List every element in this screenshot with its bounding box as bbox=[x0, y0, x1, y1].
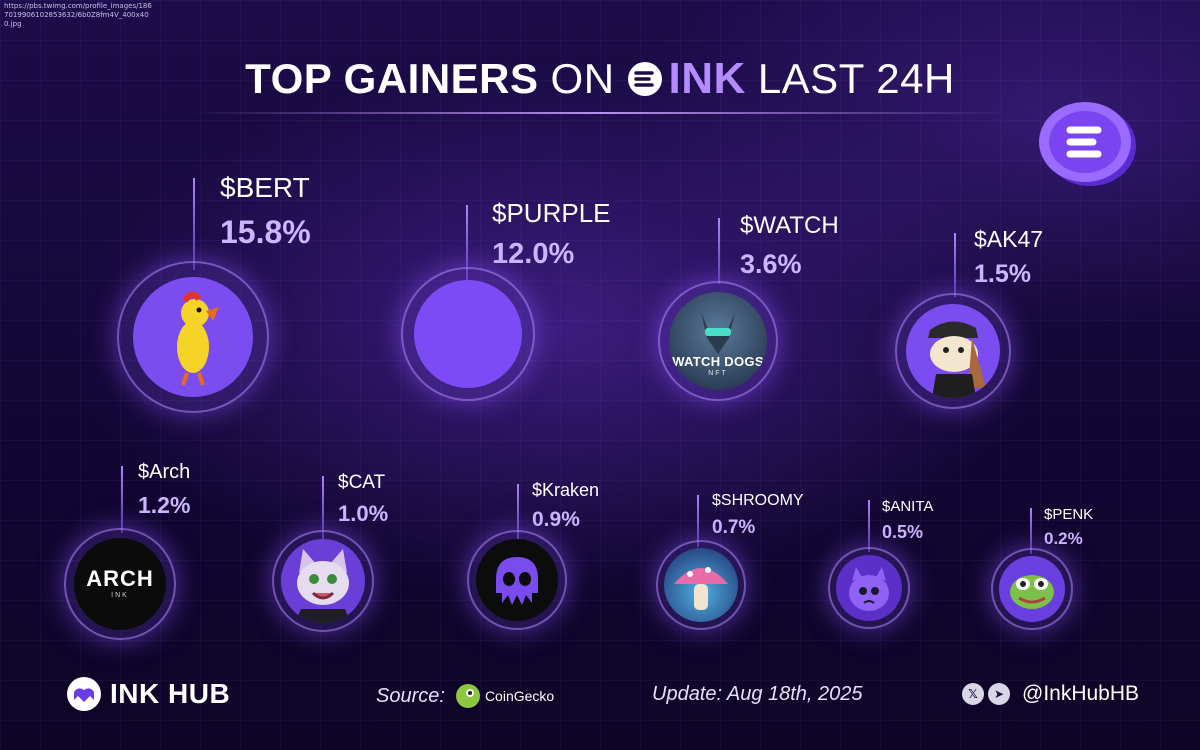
token-change: 15.8% bbox=[220, 214, 311, 250]
update-date: Update: Aug 18th, 2025 bbox=[652, 683, 863, 705]
social-links: 𝕏 ➤ @InkHubHB bbox=[962, 682, 1139, 706]
watch-dogs-icon: WATCH DOGS NFT bbox=[669, 292, 767, 390]
social-handle[interactable]: @InkHubHB bbox=[1022, 682, 1140, 705]
title-part-1: TOP GAINERS bbox=[245, 55, 539, 102]
ink-coin-icon bbox=[1039, 102, 1136, 186]
token-change: 3.6% bbox=[740, 249, 802, 279]
token-stem bbox=[517, 484, 519, 542]
token-stem bbox=[718, 218, 720, 284]
token-symbol: $ANITA bbox=[882, 498, 934, 515]
watch-dogs-logo-text: WATCH DOGS bbox=[672, 354, 764, 369]
watch-dogs-logo-subtext: NFT bbox=[708, 370, 728, 377]
token-change: 0.9% bbox=[532, 508, 580, 531]
token-symbol: $Arch bbox=[138, 461, 191, 483]
coingecko-name: CoinGecko bbox=[484, 688, 555, 704]
skull-icon bbox=[476, 539, 558, 621]
arch-logo-icon: ARCH INK bbox=[74, 538, 166, 630]
title-divider bbox=[190, 112, 1010, 114]
token-symbol: $CAT bbox=[338, 472, 386, 493]
x-icon[interactable]: 𝕏 bbox=[962, 683, 984, 705]
arch-logo-text: ARCH bbox=[86, 566, 154, 591]
coingecko-brand: CoinGecko bbox=[455, 683, 554, 709]
arch-logo-subtext: INK bbox=[111, 592, 129, 599]
token-stem bbox=[322, 476, 324, 539]
ink-logo-icon bbox=[627, 62, 662, 96]
ink-hub-brand: INK HUB bbox=[66, 676, 230, 712]
mushroom-icon bbox=[664, 548, 738, 622]
token-change: 0.5% bbox=[882, 522, 924, 542]
rubber-chicken-icon bbox=[133, 277, 253, 397]
token-stem bbox=[193, 178, 195, 270]
title-part-3: LAST 24H bbox=[757, 55, 955, 102]
token-symbol: $PURPLE bbox=[492, 198, 611, 228]
page-title: TOP GAINERS ON INK LAST 24H bbox=[0, 52, 1200, 106]
token-stem bbox=[954, 233, 956, 297]
token-change: 1.0% bbox=[338, 501, 389, 526]
coingecko-icon bbox=[455, 684, 480, 708]
token-change: 1.2% bbox=[138, 492, 191, 518]
token-symbol: $Kraken bbox=[532, 480, 600, 500]
image-url-text: https://pbs.twimg.com/profile_images/186… bbox=[4, 2, 152, 28]
token-symbol: $AK47 bbox=[974, 226, 1044, 252]
source-attribution: Source: CoinGecko bbox=[376, 683, 554, 709]
token-change: 0.7% bbox=[712, 517, 756, 538]
cartoon-face-icon bbox=[906, 304, 1000, 398]
ink-brand-word: INK bbox=[668, 54, 746, 103]
token-change: 0.2% bbox=[1044, 529, 1083, 548]
purple-monster-icon bbox=[836, 555, 902, 621]
token-stem bbox=[121, 466, 123, 533]
token-symbol: $BERT bbox=[220, 172, 310, 203]
token-change: 1.5% bbox=[974, 260, 1031, 288]
ink-brand-logo: INK bbox=[627, 54, 746, 104]
token-stem bbox=[868, 500, 870, 552]
token-change: 12.0% bbox=[492, 238, 575, 270]
token-stem bbox=[697, 495, 699, 547]
token-stem bbox=[466, 205, 468, 280]
title-part-2: ON bbox=[550, 55, 615, 102]
token-symbol: $PENK bbox=[1044, 506, 1094, 523]
telegram-icon[interactable]: ➤ bbox=[988, 683, 1010, 705]
frog-icon bbox=[999, 556, 1065, 622]
source-label: Source: bbox=[376, 684, 445, 707]
token-symbol: $WATCH bbox=[740, 212, 839, 239]
token-symbol: $SHROOMY bbox=[712, 492, 804, 509]
token-stem bbox=[1030, 508, 1032, 554]
cat-icon bbox=[281, 539, 365, 623]
ink-hub-logo-icon bbox=[67, 677, 101, 711]
purple-circle-icon bbox=[414, 280, 522, 388]
ink-hub-name: INK HUB bbox=[110, 678, 231, 709]
